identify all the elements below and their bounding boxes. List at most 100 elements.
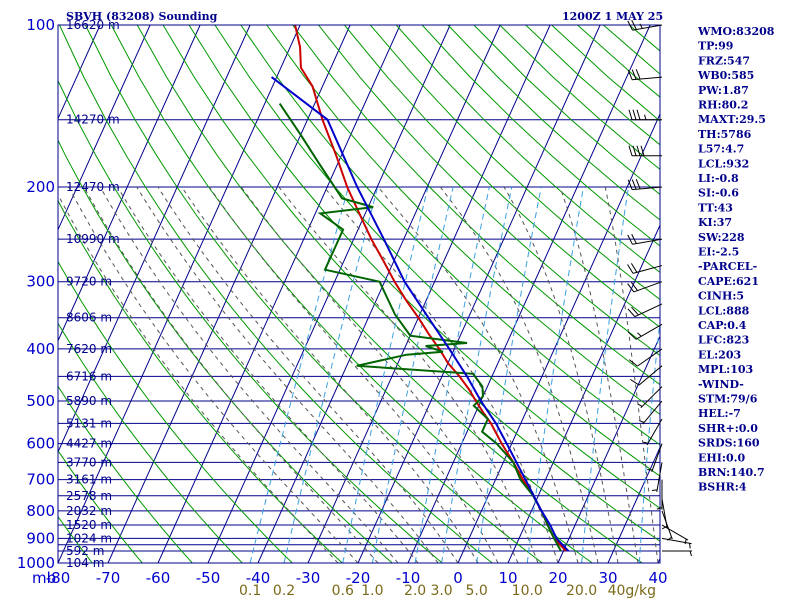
pressure-tick-label: 100	[26, 16, 55, 34]
wind-barb-flag	[631, 69, 637, 80]
wind-barb-flag	[635, 69, 641, 80]
wind-barb-half-flag	[689, 543, 691, 549]
index-item: LFC:823	[698, 334, 749, 347]
moist-adiabat-line	[58, 193, 339, 563]
wind-barb-flag	[631, 19, 637, 30]
dry-adiabat-line	[369, 25, 660, 301]
mixing-ratio-label: 0.1	[239, 583, 261, 599]
isotherm-line	[58, 25, 201, 342]
profile-lines	[270, 25, 570, 552]
index-item: EI:-2.5	[698, 246, 739, 259]
temperature-tick-labels: -80 -70 -60 -50 -40 -30 -20 -10 0 10 20 30 40	[46, 569, 668, 587]
pressure-tick-label: 800	[26, 502, 55, 520]
index-item: LCL:888	[698, 304, 750, 317]
mixing-ratio-line	[414, 186, 490, 563]
mixing-ratio-label: 40g/kg	[608, 583, 656, 599]
mixing-ratio-label: 1.0	[361, 583, 383, 599]
moist-adiabat-line	[208, 186, 499, 563]
isotherm-line	[257, 25, 501, 563]
wind-barb-flag	[627, 283, 635, 293]
pressure-tick-label: 500	[26, 392, 55, 410]
temperature-tick-label: 20	[548, 569, 567, 587]
index-item: EHI:0.0	[698, 451, 745, 464]
temperature-tick-label: -30	[296, 569, 321, 587]
wind-barb	[627, 303, 663, 318]
height-label: 2032 m	[66, 504, 112, 518]
moist-adiabat-line	[240, 186, 519, 563]
isotherm-line	[607, 446, 660, 563]
mixing-ratio-label: 0.6	[332, 583, 354, 599]
wind-barb	[639, 400, 663, 425]
wind-barb-flag	[630, 263, 638, 273]
wind-barb-flag	[627, 264, 634, 274]
wind-barb-flag	[627, 234, 633, 245]
chart-title: SBVH (83208) Sounding	[66, 10, 218, 23]
wind-barb	[627, 19, 663, 31]
mixing-ratio-label: 2.0	[404, 583, 426, 599]
pressure-tick-label: 700	[26, 471, 55, 489]
dry-adiabat-line	[292, 25, 660, 386]
height-label: 5131 m	[66, 416, 112, 430]
dry-adiabat-line	[318, 25, 660, 357]
mixing-ratio-line	[638, 316, 660, 563]
wind-barb-flag	[632, 109, 637, 120]
wind-barb-half-flag	[639, 23, 643, 29]
pressure-tick-label: 900	[26, 529, 55, 547]
height-label: 3161 m	[66, 473, 112, 487]
index-item: LCL:932	[698, 157, 749, 170]
dry-adiabat-line	[58, 515, 93, 563]
moist-adiabat-line	[83, 186, 379, 563]
wind-barb	[628, 323, 663, 340]
wind-barb-shaft	[632, 24, 663, 31]
isotherm-line	[58, 25, 151, 231]
wind-barb	[628, 145, 662, 157]
index-item: L57:4.7	[698, 143, 744, 156]
wind-barb-flag	[628, 359, 638, 367]
height-label: 14270 m	[66, 113, 120, 127]
index-item: LI:-0.8	[698, 172, 739, 185]
index-item: BRN:140.7	[698, 466, 765, 479]
dry-adiabat-line	[58, 449, 143, 563]
wind-barb-flag	[640, 145, 645, 156]
wind-barb-flag	[631, 179, 637, 190]
wind-barb	[628, 109, 662, 121]
temperature-tick-label: -70	[96, 569, 121, 587]
moist-adiabat-line	[181, 186, 479, 563]
index-item: FRZ:547	[698, 54, 750, 67]
index-item: BSHR:4	[698, 481, 747, 494]
pressure-tick-label: 300	[26, 273, 55, 291]
dry-adiabat-line	[58, 139, 393, 563]
index-item: HEL:-7	[698, 407, 741, 420]
moist-adiabat-line	[68, 186, 359, 563]
wind-barb-half-flag	[689, 550, 692, 557]
dry-adiabat-line	[266, 25, 660, 415]
wind-barb-flag	[628, 109, 633, 120]
dry-adiabat-line	[58, 79, 443, 563]
wind-barb	[662, 550, 692, 557]
wind-barb	[651, 462, 663, 492]
temperature-tick-label: -60	[146, 569, 171, 587]
wind-barb-shaft	[646, 418, 663, 446]
mixing-ratio-line	[476, 186, 542, 563]
isotherm-line	[357, 25, 601, 563]
wind-barb	[627, 263, 663, 274]
mixing-ratio-line	[371, 186, 454, 563]
mixing-ratio-line	[581, 186, 629, 563]
wind-barb-half-flag	[639, 419, 645, 423]
wind-barb-flag	[627, 179, 633, 190]
wind-barb-half-flag	[651, 489, 658, 492]
mixing-ratio-label: 5.0	[465, 583, 487, 599]
wind-barb-shaft	[637, 348, 663, 367]
isotherm-line	[58, 25, 251, 454]
wind-barb-flag	[631, 234, 637, 244]
isotherm-line	[507, 224, 660, 563]
isotherm-line	[58, 25, 301, 563]
dry-adiabat-line	[58, 260, 293, 563]
y-axis-unit: mb	[32, 569, 56, 587]
isotherm-line	[407, 25, 651, 563]
wind-barb-half-flag	[637, 403, 643, 407]
index-item: EL:203	[698, 348, 741, 361]
wind-barb-flag	[628, 331, 637, 340]
